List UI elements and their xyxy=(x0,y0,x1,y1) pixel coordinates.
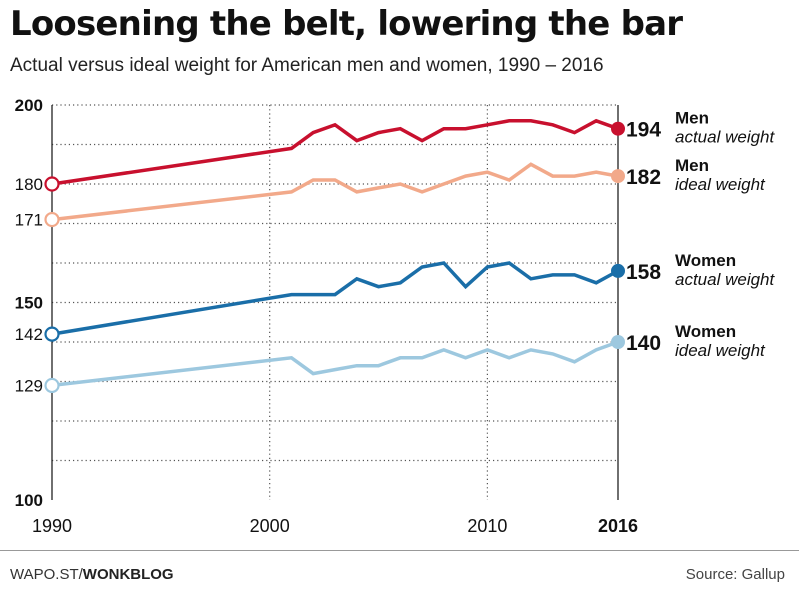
series-end-value: 158 xyxy=(626,261,661,284)
y-tick-label: 180 xyxy=(15,175,43,194)
series-end-value: 194 xyxy=(626,119,661,142)
chart-subtitle: Actual versus ideal weight for American … xyxy=(10,55,604,76)
series-label-group: Men xyxy=(675,109,709,128)
x-tick-label: 2000 xyxy=(250,516,290,536)
series-label-group: Women xyxy=(675,251,736,270)
x-tick-label: 2016 xyxy=(598,516,638,536)
y-tick-label: 171 xyxy=(15,211,43,230)
y-tick-label: 129 xyxy=(15,376,43,395)
y-tick-label: 200 xyxy=(15,96,43,115)
series-label-group: Women xyxy=(675,322,736,341)
series-end-point xyxy=(611,169,625,184)
series-label-measure: actual weight xyxy=(675,128,776,147)
series-start-point xyxy=(44,176,60,192)
series-line xyxy=(51,118,619,186)
series-label-measure: ideal weight xyxy=(675,341,766,360)
series-end-value: 140 xyxy=(626,332,661,355)
chart-title: Loosening the belt, lowering the bar xyxy=(10,4,683,44)
series-end-point xyxy=(611,121,625,136)
series-lines xyxy=(44,118,625,394)
x-tick-label: 1990 xyxy=(32,516,72,536)
series-label-measure: ideal weight xyxy=(675,175,766,194)
source-note: Source: Gallup xyxy=(685,566,785,583)
y-tick-label: 100 xyxy=(15,491,43,510)
footer-divider xyxy=(0,550,799,551)
series-line xyxy=(51,261,619,336)
axes: 200 180 171 150 142 129 100 1990 2000 2010 2016 xyxy=(15,96,638,536)
series-label-measure: actual weight xyxy=(675,270,776,289)
series-line xyxy=(51,340,619,388)
y-tick-label: 150 xyxy=(15,294,43,313)
line-chart: 200 180 171 150 142 129 100 1990 2000 2010 2016 19… xyxy=(15,96,776,536)
credit-link[interactable]: WAPO.ST/WONKBLOG xyxy=(10,566,174,583)
series-start-point xyxy=(44,211,60,228)
series-start-point xyxy=(44,326,60,342)
series-end-point xyxy=(611,263,625,278)
x-tick-label: 2010 xyxy=(467,516,507,536)
series-start-point xyxy=(44,377,60,394)
series-end-point xyxy=(611,335,625,349)
credit-prefix: WAPO.ST/ xyxy=(10,566,83,583)
series-label-group: Men xyxy=(675,156,709,175)
series-end-value: 182 xyxy=(626,166,661,189)
credit-bold: WONKBLOG xyxy=(82,566,174,583)
grid-lines xyxy=(52,104,618,500)
y-tick-label: 142 xyxy=(15,325,43,344)
series-line xyxy=(51,162,619,222)
